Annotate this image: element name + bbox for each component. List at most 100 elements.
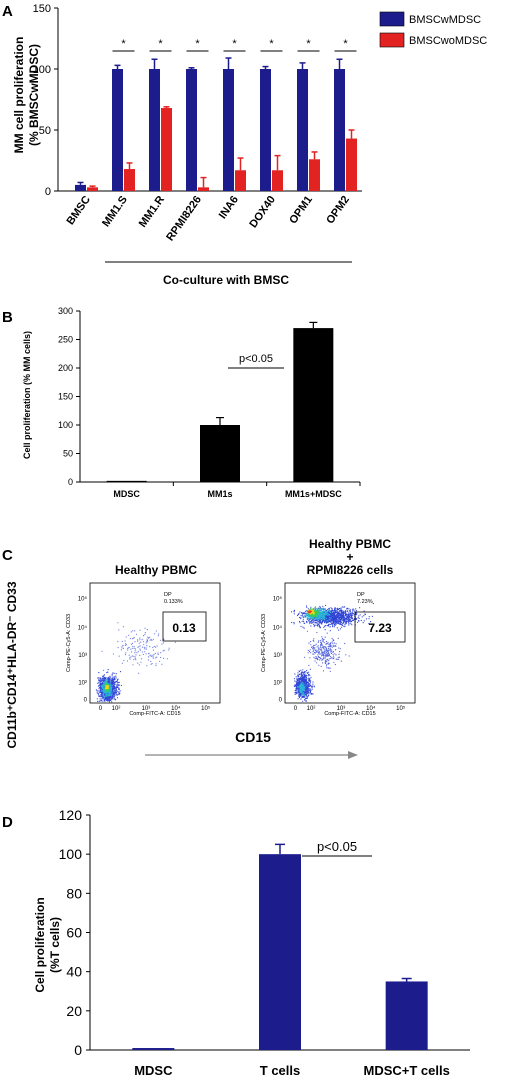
- flow-event: [323, 620, 325, 622]
- flow-event: [323, 656, 325, 658]
- flow-event: [304, 699, 306, 701]
- flow-event: [342, 612, 344, 615]
- chart-d-ylabel-line2: (%T cells): [48, 917, 62, 973]
- flow-event: [130, 651, 133, 653]
- flow-event: [98, 682, 100, 684]
- flow-event: [308, 674, 310, 676]
- flow-event: [327, 620, 329, 622]
- flow-event: [310, 641, 312, 643]
- chart-a-ylabel-line1: MM cell proliferation: [12, 37, 26, 154]
- flow-event: [122, 644, 124, 647]
- flow-event: [327, 610, 330, 612]
- flow-plot-1-events: [95, 622, 176, 703]
- flow-event: [321, 608, 323, 610]
- flow-event: [314, 644, 316, 647]
- flow-event: [131, 647, 133, 649]
- flow-event: [100, 691, 102, 693]
- flow-event: [328, 609, 330, 611]
- flow-event: [299, 694, 301, 696]
- flow-event: [302, 616, 304, 618]
- flow-event: [304, 678, 306, 680]
- flow-event: [311, 619, 314, 621]
- flow-event: [311, 622, 313, 624]
- flow-event: [132, 645, 134, 648]
- flow-event: [305, 692, 307, 694]
- flow-event: [323, 657, 325, 659]
- flow-event: [131, 655, 133, 657]
- flow-event: [107, 699, 109, 701]
- chart-a-legend: BMSCwMDSC BMSCwoMDSC: [379, 11, 487, 48]
- flow-event: [149, 636, 151, 639]
- chart-a-bar: [260, 69, 271, 191]
- flow-event: [143, 646, 145, 649]
- flow-event: [293, 621, 295, 624]
- flow-event: [98, 695, 100, 697]
- flow-event: [106, 678, 108, 680]
- flow-event: [314, 649, 316, 651]
- flow-event: [298, 681, 300, 683]
- flow-event: [303, 673, 305, 675]
- flow-plot-1-title: Healthy PBMC: [115, 563, 197, 577]
- flow-event: [107, 669, 109, 671]
- flow-event: [334, 649, 337, 651]
- flow-event: [112, 677, 114, 679]
- flow-event: [365, 618, 368, 620]
- flow-event: [319, 614, 322, 616]
- flow-event: [321, 615, 323, 617]
- flow-event: [339, 616, 342, 619]
- flow-event: [304, 689, 306, 691]
- flow-event: [326, 667, 328, 669]
- flow-event: [327, 663, 330, 665]
- chart-a-sig-star: *: [232, 38, 237, 50]
- flow-event: [108, 694, 110, 696]
- flow-event: [112, 693, 114, 696]
- flow-event: [307, 608, 309, 610]
- flow-event: [335, 619, 337, 621]
- flow-event: [331, 608, 333, 610]
- flow-event: [100, 694, 102, 696]
- flow-event: [312, 653, 314, 655]
- flow-event: [304, 613, 306, 615]
- flow-ytick-label: 10⁵: [273, 596, 283, 603]
- flow-event: [111, 673, 113, 675]
- flow-event: [327, 621, 329, 623]
- flow-event: [303, 676, 305, 679]
- flow-event: [331, 646, 333, 648]
- flow-event: [337, 608, 339, 610]
- flow-event: [314, 658, 316, 660]
- flow-event: [110, 681, 112, 683]
- flow-event: [312, 613, 315, 615]
- flow-event: [334, 617, 336, 619]
- flow-event: [117, 647, 119, 649]
- flow-event: [343, 618, 345, 620]
- flow-event: [330, 607, 332, 609]
- chart-a-xtick-label: MM1.R: [137, 194, 167, 230]
- flow-event: [355, 608, 357, 610]
- flow-event: [325, 616, 327, 618]
- flow-event: [139, 654, 141, 657]
- chart-a: MM cell proliferation (% BMSCwMDSC) 0 50 1…: [12, 3, 487, 287]
- flow-event: [328, 660, 330, 662]
- flow-event: [340, 660, 342, 662]
- flow-event: [306, 683, 308, 686]
- flow-event: [321, 637, 323, 640]
- flow-event: [324, 618, 326, 620]
- flow-event: [310, 691, 312, 693]
- flow-event: [101, 687, 103, 689]
- chart-a-bar: [161, 108, 172, 191]
- flow-event: [298, 682, 300, 684]
- flow-event: [303, 622, 306, 624]
- chart-a-sig-star: *: [195, 38, 200, 50]
- flow-event: [119, 692, 121, 695]
- flow-event: [310, 625, 312, 627]
- flow-event: [312, 651, 314, 653]
- flow-event: [99, 680, 101, 683]
- flow-event: [308, 614, 310, 617]
- chart-d-tick-labels: MDSC T cells MDSC+T cells: [134, 1063, 450, 1078]
- flow-event: [326, 653, 329, 655]
- flow-event: [325, 652, 327, 654]
- flow-event: [315, 651, 317, 653]
- flow-event: [300, 685, 303, 687]
- flow-event: [106, 695, 108, 697]
- flow-event: [357, 621, 359, 623]
